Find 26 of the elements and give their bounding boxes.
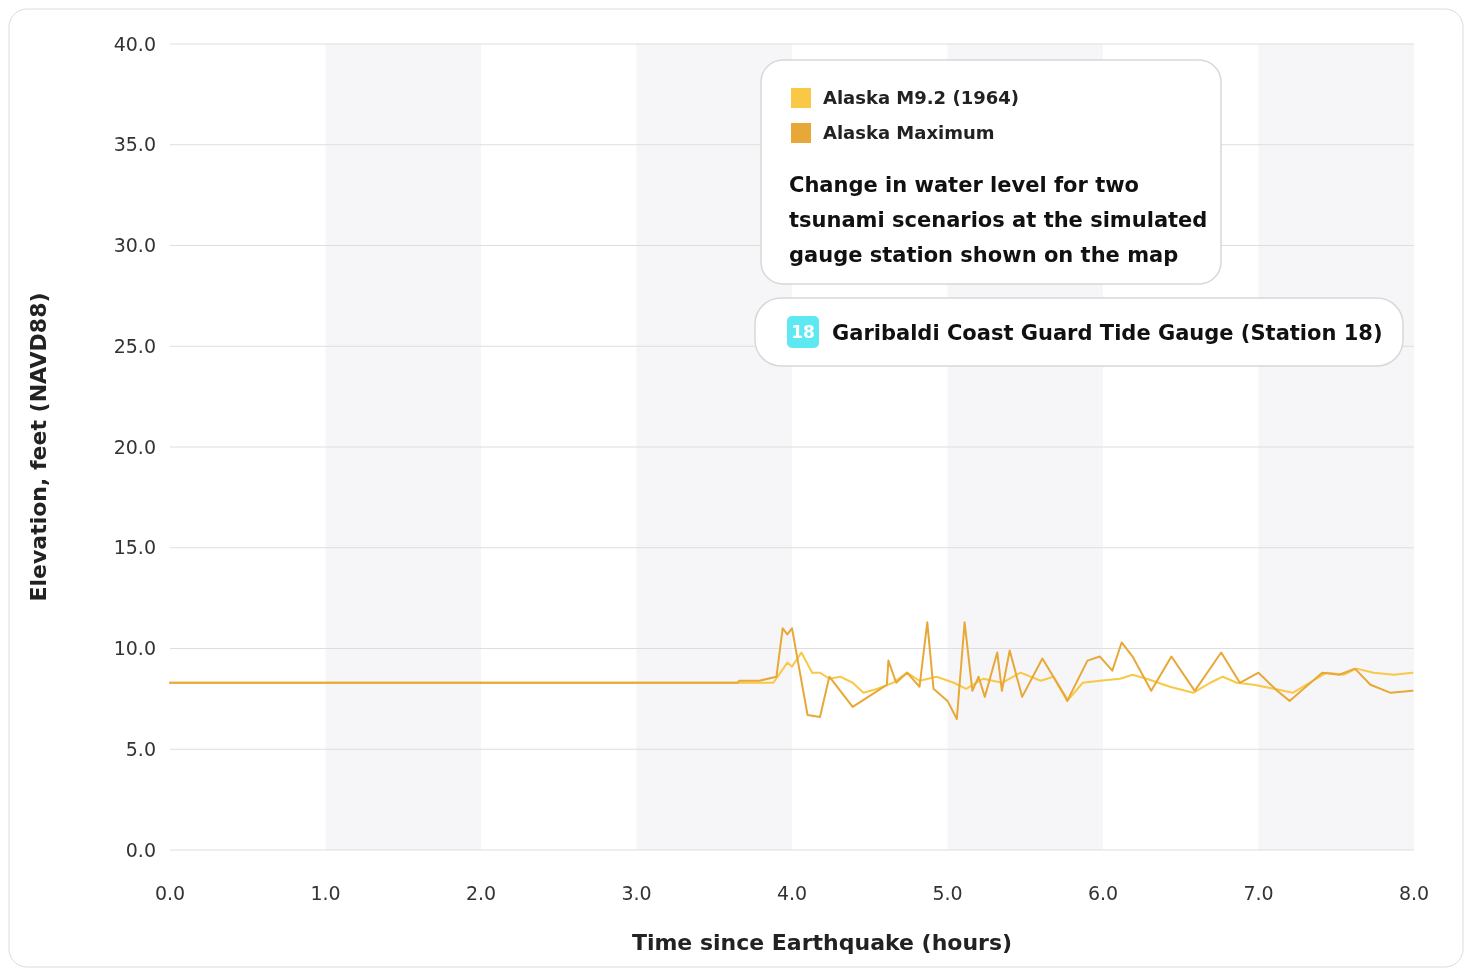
line-series xyxy=(169,621,1414,721)
y-tick-label: 15.0 xyxy=(113,536,156,559)
x-tick-label: 0.0 xyxy=(154,882,186,904)
x-tick-label: 7.0 xyxy=(1243,882,1274,904)
y-tick-label: 40.0 xyxy=(113,32,156,55)
x-tick-label: 1.0 xyxy=(310,882,341,904)
x-tick-label: 8.0 xyxy=(1398,882,1430,904)
y-axis-title: Elevation, feet (NAVD88) xyxy=(26,292,51,602)
x-axis-title: Time since Earthquake (hours) xyxy=(631,930,1013,955)
y-tick-label: 20.0 xyxy=(113,435,156,458)
x-tick-label: 6.0 xyxy=(1087,882,1119,904)
legend-label: Alaska Maximum xyxy=(823,122,995,143)
x-tick-label: 4.0 xyxy=(776,882,808,904)
annotation: 18 xyxy=(791,321,815,342)
x-tick-label: 2.0 xyxy=(465,882,497,904)
x-tick-label: 3.0 xyxy=(621,882,652,904)
y-tick-label: 5.0 xyxy=(125,737,156,760)
y-tick-label: 30.0 xyxy=(113,234,156,257)
x-tick-label: 5.0 xyxy=(932,882,963,904)
y-tick-label: 35.0 xyxy=(113,133,156,156)
annotation: Change in water level for two tsunami scenarios at the simulated gauge station shown on the map xyxy=(789,173,1208,267)
annotation: Garibaldi Coast Guard Tide Gauge (Station 18) xyxy=(832,321,1383,345)
y-tick-label: 25.0 xyxy=(113,334,156,357)
y-tick-label: 10.0 xyxy=(113,637,156,660)
y-tick-label: 0.0 xyxy=(125,838,156,861)
legend-label: Alaska M9.2 (1964) xyxy=(823,87,1019,108)
